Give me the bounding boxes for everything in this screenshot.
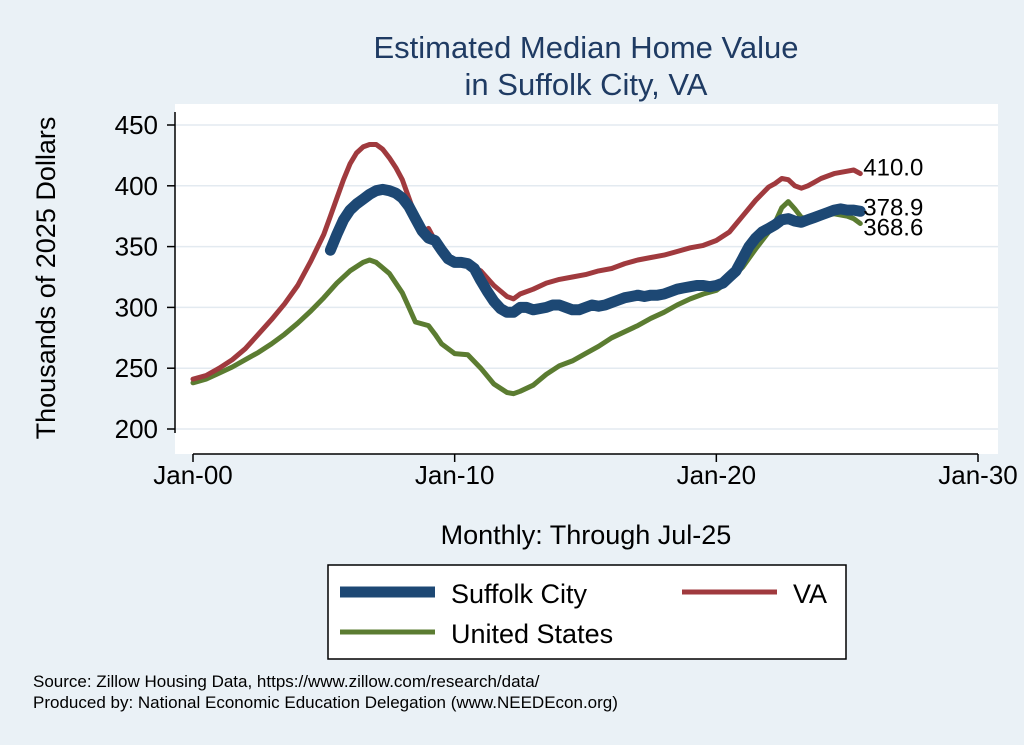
x-tick-label-jan-10: Jan-10 <box>415 460 495 490</box>
y-axis-title: Thousands of 2025 Dollars <box>31 117 61 440</box>
end-label-va: 410.0 <box>863 155 923 182</box>
source-line: Source: Zillow Housing Data, https://www… <box>33 672 540 691</box>
y-tick-label-350: 350 <box>115 232 158 262</box>
x-axis-title: Monthly: Through Jul-25 <box>441 520 732 550</box>
y-tick-label-450: 450 <box>115 110 158 140</box>
legend-label-united-states: United States <box>451 619 613 649</box>
legend-label-suffolk-city: Suffolk City <box>451 579 588 609</box>
x-tick-label-jan-20: Jan-20 <box>677 460 757 490</box>
y-ticks: 200 250 300 350 400 450 <box>115 110 175 444</box>
series-line-suffolk-city <box>324 183 866 318</box>
produced-by-line: Produced by: National Economic Education… <box>33 693 618 712</box>
y-tick-label-250: 250 <box>115 353 158 383</box>
x-ticks: Jan-00 Jan-10 Jan-20 Jan-30 <box>153 454 1018 490</box>
plot-area <box>175 104 998 454</box>
y-tick-label-300: 300 <box>115 292 158 322</box>
series-line-va <box>190 142 863 382</box>
series-lines <box>190 142 866 397</box>
chart-title-line-1: Estimated Median Home Value <box>373 30 798 65</box>
chart-title-line-2: in Suffolk City, VA <box>465 67 708 102</box>
legend-box <box>327 564 847 660</box>
y-tick-label-200: 200 <box>115 414 158 444</box>
legend: Suffolk City VA United States <box>327 564 847 660</box>
end-labels: 378.9 410.0 368.6 <box>863 155 923 242</box>
axes <box>174 112 978 455</box>
x-tick-label-jan-30: Jan-30 <box>938 460 1018 490</box>
series-line-united-states <box>190 199 863 397</box>
y-tick-label-400: 400 <box>115 171 158 201</box>
x-tick-label-jan-00: Jan-00 <box>153 460 233 490</box>
end-label-suffolk-city: 378.9 <box>863 194 923 221</box>
end-label-united-states: 368.6 <box>863 214 923 241</box>
legend-label-va: VA <box>793 579 827 609</box>
